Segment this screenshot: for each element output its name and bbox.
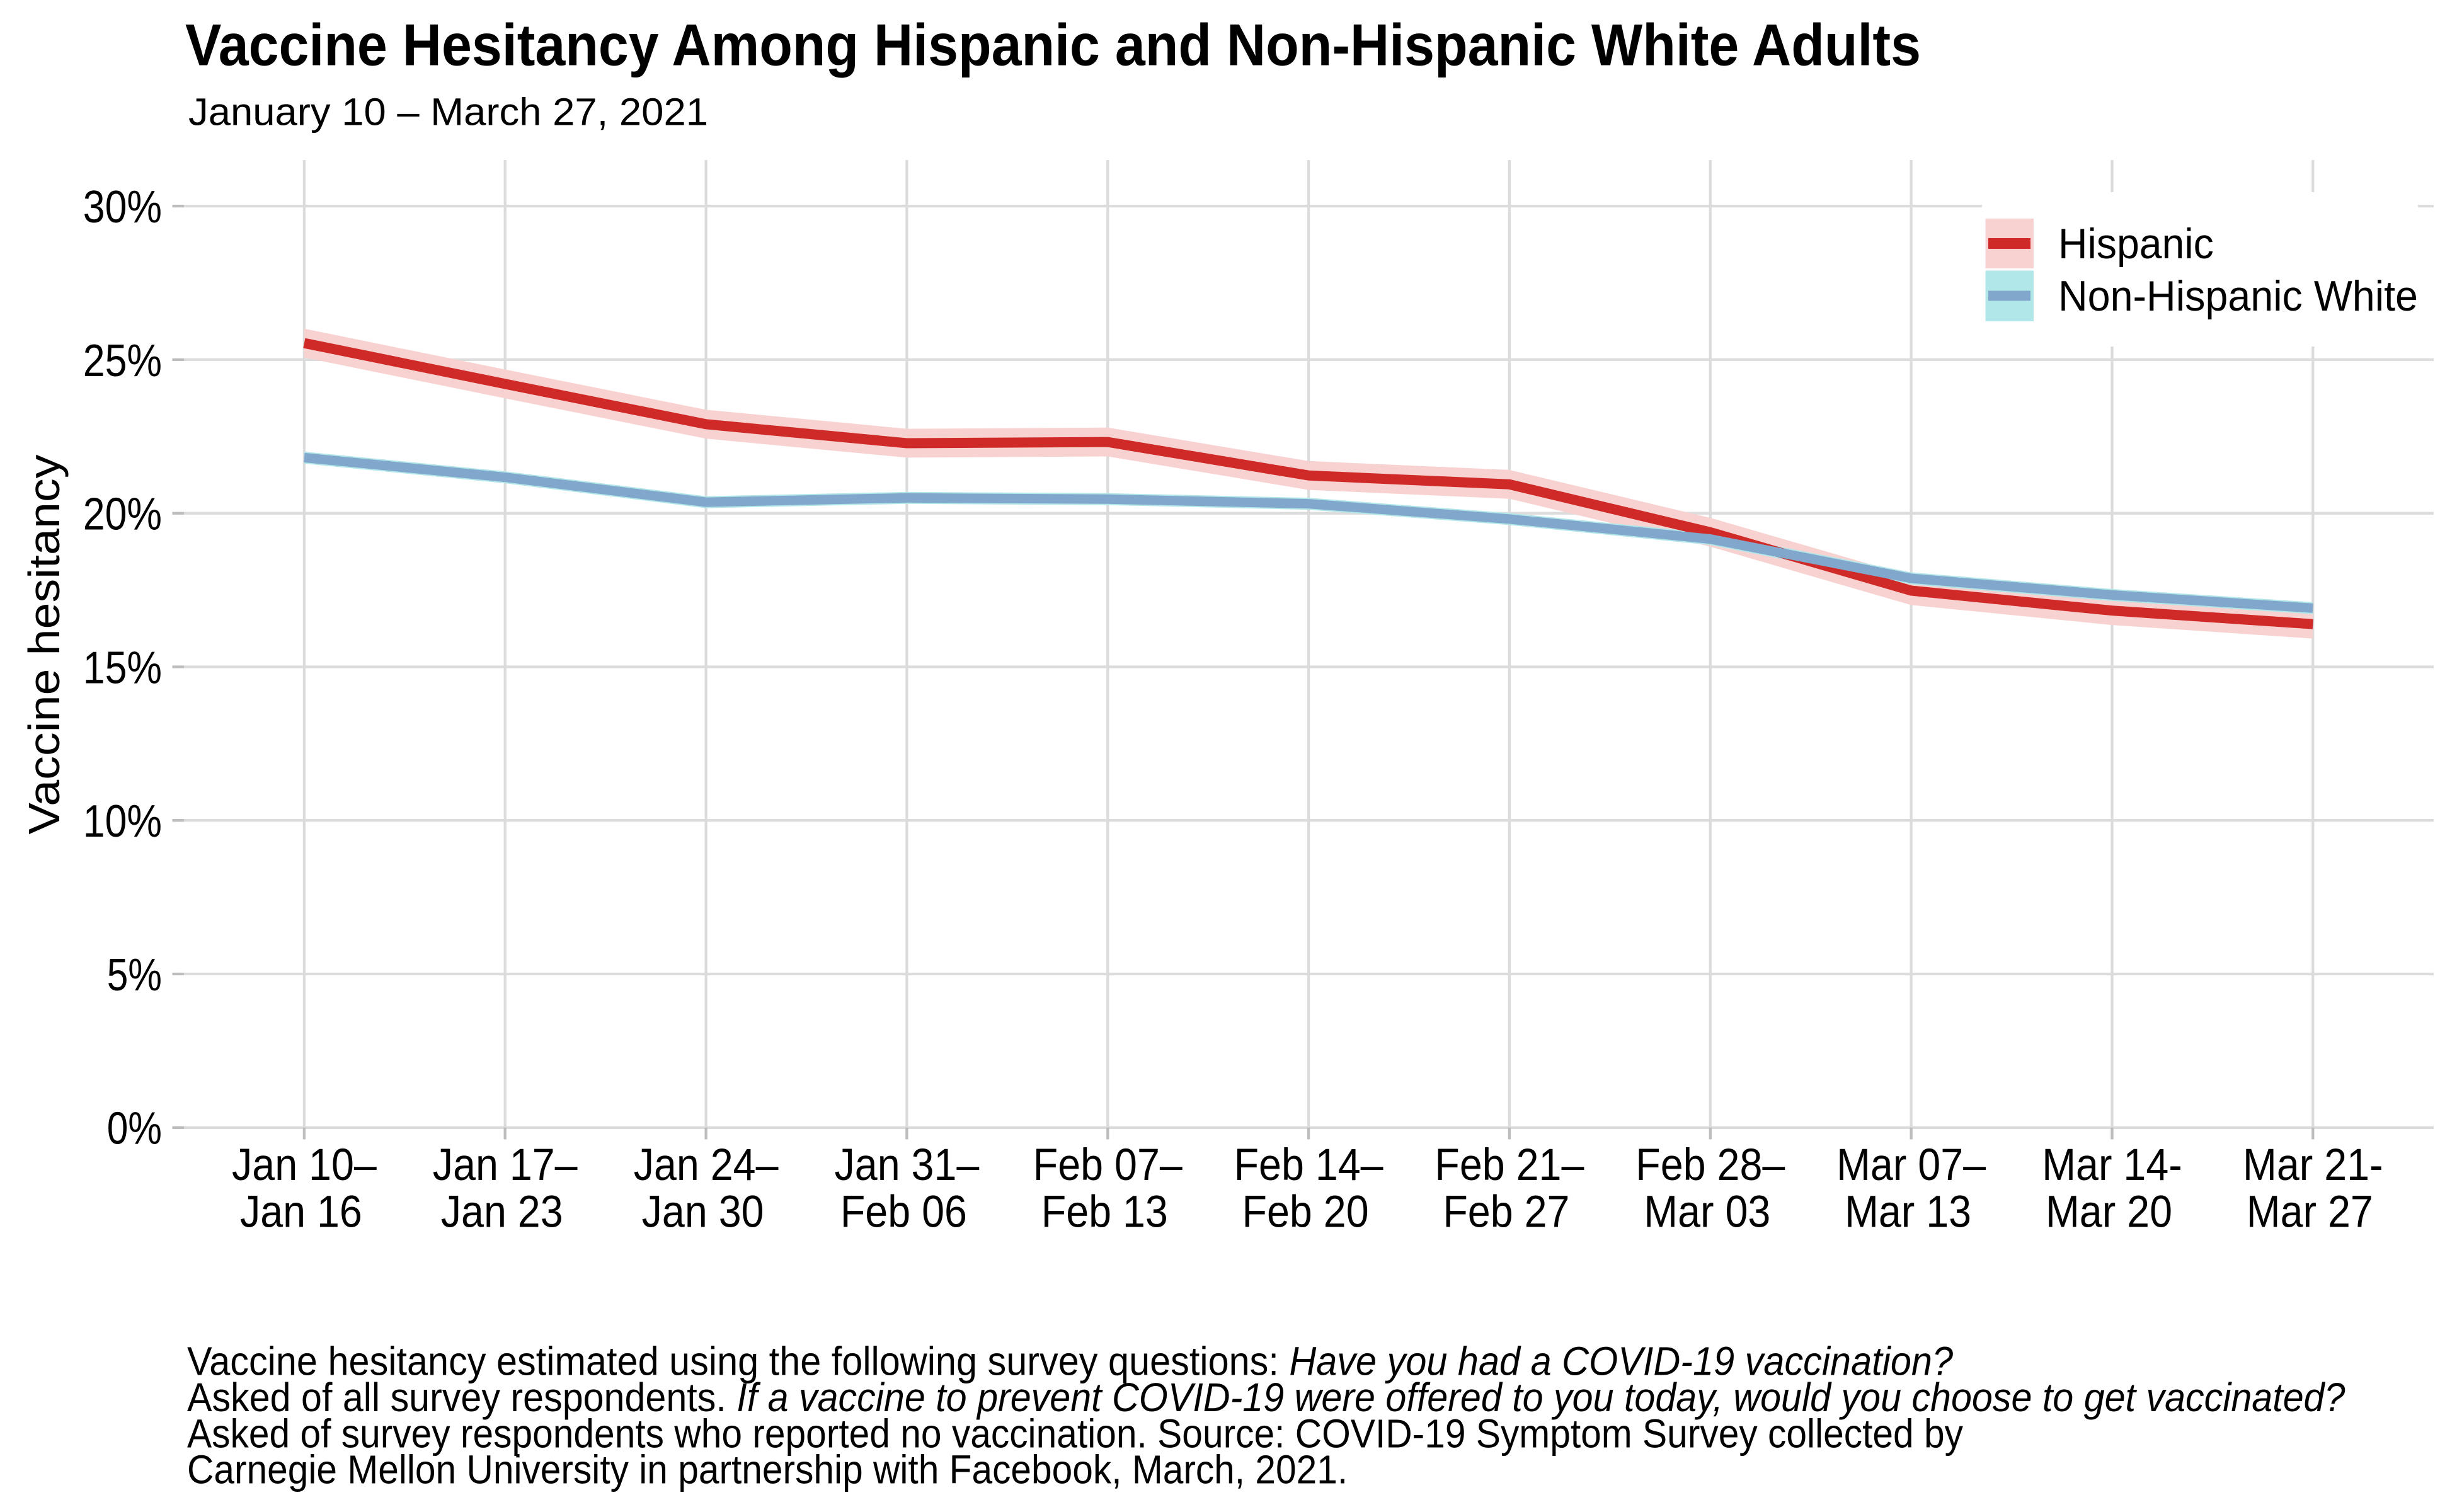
svg-text:Jan 23: Jan 23 [441, 1188, 563, 1237]
svg-text:Asked of survey respondents wh: Asked of survey respondents who reported… [187, 1411, 1963, 1456]
svg-text:Jan 16: Jan 16 [240, 1188, 362, 1237]
svg-text:Jan 31–: Jan 31– [835, 1140, 980, 1190]
svg-text:Mar 20: Mar 20 [2046, 1188, 2172, 1237]
svg-text:Feb 14–: Feb 14– [1234, 1140, 1383, 1190]
svg-text:Feb 27: Feb 27 [1443, 1188, 1569, 1237]
svg-text:Feb 20: Feb 20 [1242, 1188, 1369, 1237]
svg-text:Mar 27: Mar 27 [2247, 1188, 2373, 1237]
svg-text:Asked of all survey respondent: Asked of all survey respondents. If a va… [187, 1375, 2345, 1420]
svg-text:Mar 14-: Mar 14- [2042, 1140, 2182, 1190]
svg-text:20%: 20% [83, 489, 162, 540]
svg-text:Feb 07–: Feb 07– [1033, 1140, 1183, 1190]
svg-text:Mar 03: Mar 03 [1644, 1188, 1770, 1237]
svg-text:Feb 13: Feb 13 [1041, 1188, 1168, 1237]
svg-text:Hispanic: Hispanic [2058, 220, 2214, 268]
svg-text:10%: 10% [83, 796, 162, 847]
svg-text:30%: 30% [83, 181, 162, 232]
svg-text:Mar 21-: Mar 21- [2243, 1140, 2383, 1190]
svg-text:Feb 28–: Feb 28– [1635, 1140, 1785, 1190]
svg-text:5%: 5% [107, 949, 162, 1000]
svg-text:Mar 13: Mar 13 [1845, 1188, 1971, 1237]
svg-text:Vaccine Hesitancy Among Hispan: Vaccine Hesitancy Among Hispanic and Non… [185, 12, 1921, 78]
svg-text:Jan 30: Jan 30 [642, 1188, 764, 1237]
svg-text:25%: 25% [83, 335, 162, 386]
svg-text:Carnegie Mellon University in: Carnegie Mellon University in partnershi… [187, 1447, 1348, 1492]
svg-text:0%: 0% [107, 1103, 162, 1154]
svg-text:Jan 24–: Jan 24– [634, 1140, 779, 1190]
svg-text:Vaccine hesitancy estimated us: Vaccine hesitancy estimated using the fo… [187, 1339, 1953, 1384]
svg-text:Feb 21–: Feb 21– [1435, 1140, 1584, 1190]
svg-text:Non-Hispanic White: Non-Hispanic White [2058, 272, 2418, 320]
svg-text:Jan 10–: Jan 10– [232, 1140, 377, 1190]
svg-text:Vaccine hesitancy: Vaccine hesitancy [20, 455, 69, 835]
svg-text:January 10 – March 27, 2021: January 10 – March 27, 2021 [188, 91, 708, 134]
svg-text:Jan 17–: Jan 17– [433, 1140, 578, 1190]
svg-text:Mar 07–: Mar 07– [1836, 1140, 1986, 1190]
svg-text:Feb 06: Feb 06 [840, 1188, 967, 1237]
svg-text:15%: 15% [83, 642, 162, 693]
